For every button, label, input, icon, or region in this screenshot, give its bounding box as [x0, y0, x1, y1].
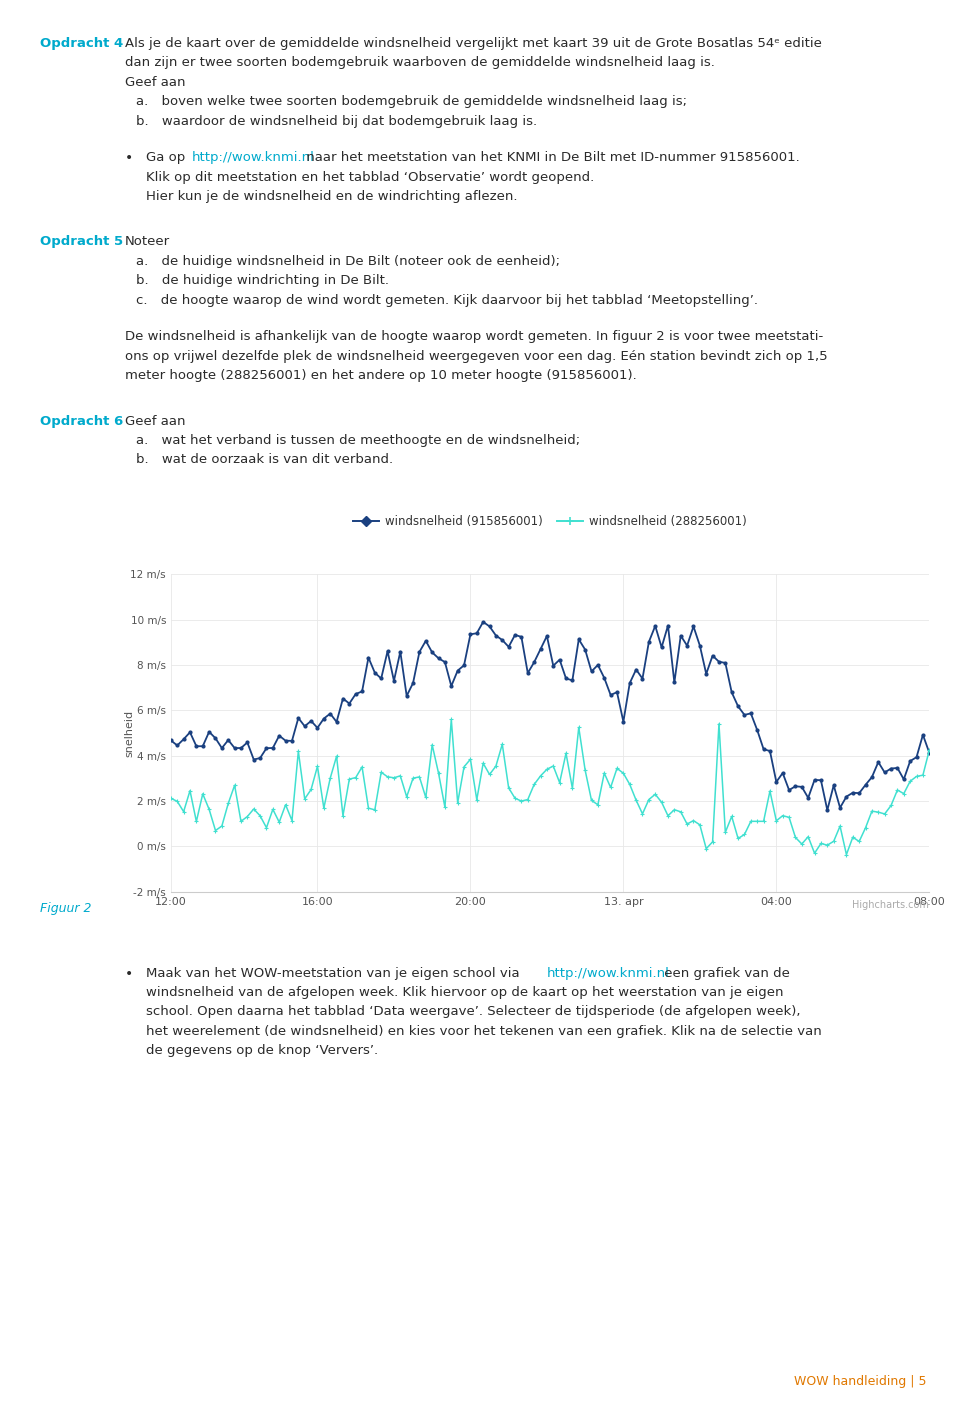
Text: Hier kun je de windsnelheid en de windrichting aflezen.: Hier kun je de windsnelheid en de windri… [146, 190, 517, 203]
Text: een grafiek van de: een grafiek van de [660, 967, 789, 979]
Text: Figuur 2: Figuur 2 [40, 902, 92, 914]
Text: Opdracht 5: Opdracht 5 [40, 236, 124, 248]
Legend: windsnelheid (915856001), windsnelheid (288256001): windsnelheid (915856001), windsnelheid (… [348, 511, 752, 533]
Text: naar het meetstation van het KNMI in De Bilt met ID-nummer 915856001.: naar het meetstation van het KNMI in De … [302, 151, 800, 164]
Text: a. wat het verband is tussen de meethoogte en de windsnelheid;: a. wat het verband is tussen de meethoog… [136, 435, 581, 447]
Text: Highcharts.com: Highcharts.com [852, 900, 929, 910]
Text: Maak van het WOW-meetstation van je eigen school via: Maak van het WOW-meetstation van je eige… [146, 967, 524, 979]
Text: het weerelement (de windsnelheid) en kies voor het tekenen van een grafiek. Klik: het weerelement (de windsnelheid) en kie… [146, 1024, 822, 1038]
Text: a. boven welke twee soorten bodemgebruik de gemiddelde windsnelheid laag is;: a. boven welke twee soorten bodemgebruik… [136, 95, 687, 109]
Text: Noteer: Noteer [125, 236, 170, 248]
Text: Opdracht 6: Opdracht 6 [40, 415, 124, 428]
Text: WOW handleiding | 5: WOW handleiding | 5 [794, 1376, 926, 1388]
Text: dan zijn er twee soorten bodemgebruik waarboven de gemiddelde windsnelheid laag : dan zijn er twee soorten bodemgebruik wa… [125, 56, 714, 69]
Text: Geef aan: Geef aan [125, 76, 185, 89]
Text: b. de huidige windrichting in De Bilt.: b. de huidige windrichting in De Bilt. [136, 274, 390, 288]
Text: school. Open daarna het tabblad ‘Data weergave’. Selecteer de tijdsperiode (de a: school. Open daarna het tabblad ‘Data we… [146, 1006, 801, 1019]
Text: ons op vrijwel dezelfde plek de windsnelheid weergegeven voor een dag. Eén stati: ons op vrijwel dezelfde plek de windsnel… [125, 350, 828, 363]
Text: http://wow.knmi.nl: http://wow.knmi.nl [547, 967, 670, 979]
Text: meter hoogte (288256001) en het andere op 10 meter hoogte (915856001).: meter hoogte (288256001) en het andere o… [125, 370, 636, 382]
Text: Klik op dit meetstation en het tabblad ‘Observatie’ wordt geopend.: Klik op dit meetstation en het tabblad ‘… [146, 171, 594, 183]
Text: de gegevens op de knop ‘Ververs’.: de gegevens op de knop ‘Ververs’. [146, 1044, 378, 1057]
Text: windsnelheid van de afgelopen week. Klik hiervoor op de kaart op het weerstation: windsnelheid van de afgelopen week. Klik… [146, 986, 783, 999]
Text: •: • [125, 967, 133, 981]
Text: a. de huidige windsnelheid in De Bilt (noteer ook de eenheid);: a. de huidige windsnelheid in De Bilt (n… [136, 255, 561, 268]
Text: Ga op: Ga op [146, 151, 189, 164]
Text: c. de hoogte waarop de wind wordt gemeten. Kijk daarvoor bij het tabblad ‘Meetop: c. de hoogte waarop de wind wordt gemete… [136, 293, 758, 306]
Text: b. wat de oorzaak is van dit verband.: b. wat de oorzaak is van dit verband. [136, 453, 394, 467]
Text: http://wow.knmi.nl: http://wow.knmi.nl [192, 151, 315, 164]
Text: b. waardoor de windsnelheid bij dat bodemgebruik laag is.: b. waardoor de windsnelheid bij dat bode… [136, 114, 538, 127]
Text: •: • [125, 151, 133, 165]
Text: De windsnelheid is afhankelijk van de hoogte waarop wordt gemeten. In figuur 2 i: De windsnelheid is afhankelijk van de ho… [125, 330, 823, 343]
Text: Als je de kaart over de gemiddelde windsnelheid vergelijkt met kaart 39 uit de G: Als je de kaart over de gemiddelde winds… [125, 37, 822, 49]
Text: Geef aan: Geef aan [125, 415, 185, 428]
Text: Opdracht 4: Opdracht 4 [40, 37, 124, 49]
Text: snelheid: snelheid [124, 710, 134, 756]
